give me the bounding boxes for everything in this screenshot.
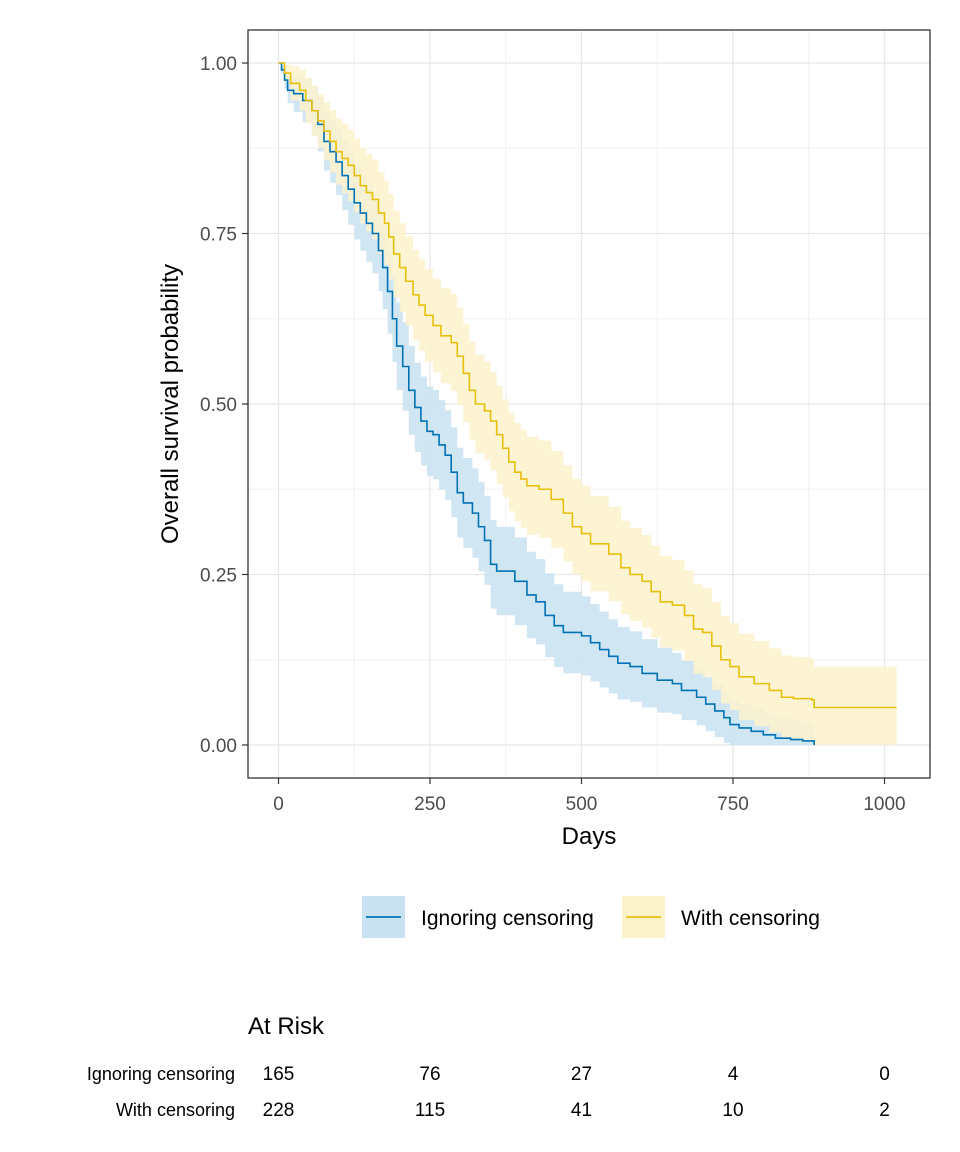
y-axis-ticks: 0.00 0.25 0.50 0.75 1.00 xyxy=(200,54,248,757)
legend-item-with-censoring: With censoring xyxy=(622,896,820,938)
risk-table-rows: Ignoring censoring 165 76 27 4 0 With censorin… xyxy=(87,1064,890,1121)
x-tick-label: 250 xyxy=(414,794,446,815)
risk-count: 41 xyxy=(571,1100,592,1121)
risk-count: 0 xyxy=(879,1064,890,1085)
risk-row-label: Ignoring censoring xyxy=(87,1064,235,1084)
risk-count: 115 xyxy=(415,1100,445,1121)
legend-label-with-censoring: With censoring xyxy=(681,907,820,930)
y-tick-label: 0.50 xyxy=(200,395,237,416)
x-tick-label: 0 xyxy=(273,794,284,815)
risk-table: At Risk Ignoring censoring 165 76 27 4 0 With … xyxy=(87,1013,890,1121)
risk-count: 2 xyxy=(879,1100,890,1121)
risk-count: 4 xyxy=(728,1064,739,1085)
survival-curve-ignoring xyxy=(278,62,815,745)
risk-count: 228 xyxy=(263,1100,295,1121)
x-tick-label: 500 xyxy=(566,794,598,815)
risk-table-title: At Risk xyxy=(248,1013,325,1040)
y-tick-label: 1.00 xyxy=(200,54,237,75)
legend-label-ignoring: Ignoring censoring xyxy=(421,907,594,930)
risk-count: 76 xyxy=(419,1064,440,1085)
plot-area xyxy=(247,29,931,779)
risk-count: 27 xyxy=(571,1064,592,1085)
risk-count: 10 xyxy=(722,1100,743,1121)
confidence-bands xyxy=(278,63,897,745)
y-tick-label: 0.00 xyxy=(200,736,237,757)
y-tick-label: 0.25 xyxy=(200,566,237,587)
survival-curve-with-censoring xyxy=(278,62,897,709)
risk-count: 165 xyxy=(263,1064,295,1085)
y-axis-title: Overall survival probability xyxy=(157,264,184,544)
x-axis-title: Days xyxy=(562,823,617,850)
confidence-band-with-censoring xyxy=(278,63,897,745)
x-axis-ticks: 0 250 500 750 1000 xyxy=(273,778,906,815)
survival-curves xyxy=(278,62,897,745)
legend: Ignoring censoring With censoring xyxy=(362,896,820,938)
risk-row-label: With censoring xyxy=(116,1100,235,1120)
y-tick-label: 0.75 xyxy=(200,225,237,246)
x-tick-label: 750 xyxy=(717,794,749,815)
legend-item-ignoring: Ignoring censoring xyxy=(362,896,594,938)
x-tick-label: 1000 xyxy=(863,794,905,815)
